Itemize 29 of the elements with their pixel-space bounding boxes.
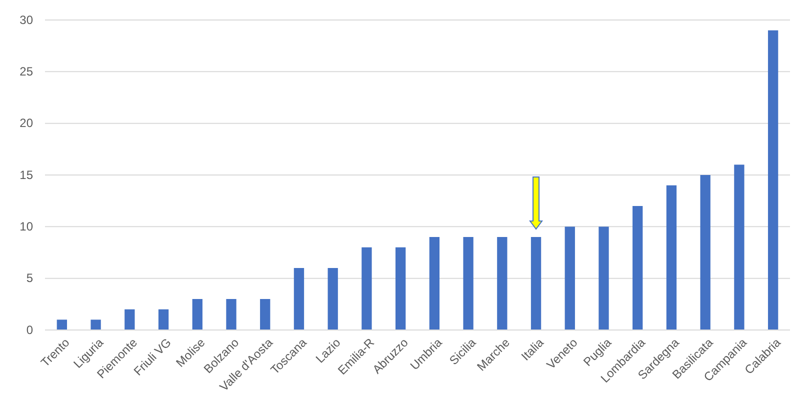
bar — [328, 268, 338, 330]
bar — [666, 185, 677, 330]
bar — [497, 237, 508, 330]
bar — [56, 320, 68, 330]
y-tick-label: 5 — [26, 271, 34, 286]
bar — [158, 309, 169, 330]
bar — [90, 320, 101, 330]
bar — [260, 299, 270, 330]
bar — [564, 226, 575, 330]
bar — [632, 206, 643, 330]
y-tick-label: 25 — [20, 64, 34, 79]
y-tick-label: 10 — [20, 220, 34, 234]
bar — [294, 268, 304, 330]
bar — [192, 299, 202, 330]
bar — [463, 237, 474, 330]
bar — [124, 309, 135, 330]
y-tick-label: 15 — [20, 168, 34, 182]
y-tick-label: 30 — [20, 12, 34, 27]
bar — [700, 175, 710, 330]
bar — [598, 226, 609, 330]
y-tick-label: 0 — [26, 322, 34, 337]
bar — [734, 164, 744, 330]
bar — [768, 30, 778, 330]
bar — [530, 237, 542, 330]
bar — [362, 247, 372, 330]
bar — [395, 247, 406, 330]
y-tick-label: 20 — [20, 116, 34, 130]
bar — [429, 237, 440, 330]
bar — [226, 299, 236, 330]
